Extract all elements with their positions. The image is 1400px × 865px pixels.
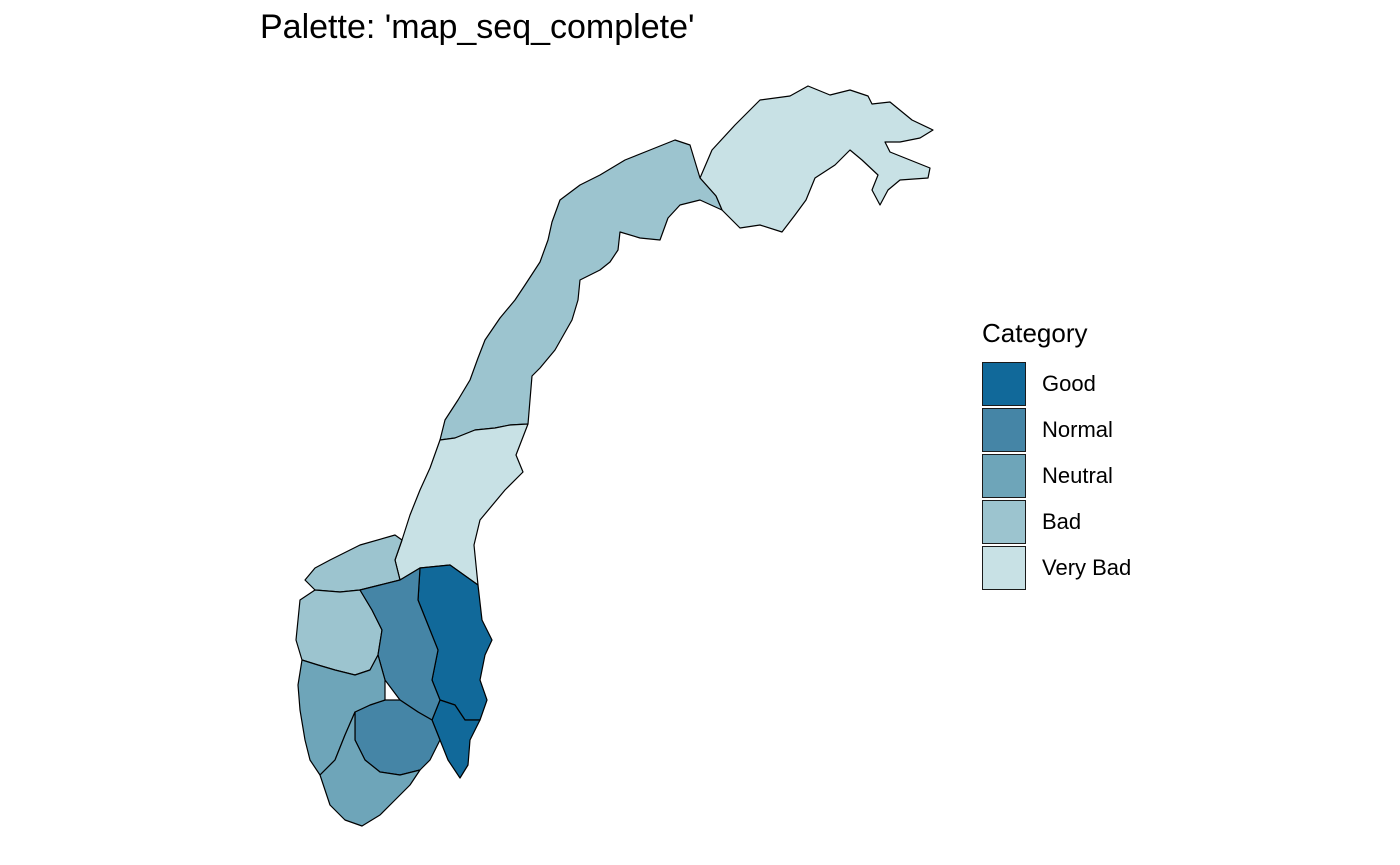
legend-key-neutral	[982, 454, 1026, 498]
legend-item-good: Good	[982, 361, 1131, 407]
legend-label-very-bad: Very Bad	[1042, 555, 1132, 580]
legend-item-neutral: Neutral	[982, 453, 1131, 499]
region-nordland	[439, 139, 723, 441]
legend-label-neutral: Neutral	[1042, 463, 1113, 488]
legend-title: Category	[982, 318, 1088, 348]
legend-key-normal	[982, 408, 1026, 452]
region-agder	[319, 711, 421, 827]
legend-key-very-bad	[982, 546, 1026, 590]
region-troms-og-finnmark	[699, 85, 934, 233]
legend-item-very-bad: Very Bad	[982, 545, 1131, 591]
legend-key-good	[982, 362, 1026, 406]
legend-label-bad: Bad	[1042, 509, 1082, 534]
region-rogaland	[297, 654, 386, 776]
legend-key-bad	[982, 500, 1026, 544]
region-trondelag	[394, 423, 529, 586]
legend-label-normal: Normal	[1042, 417, 1113, 442]
legend-item-bad: Bad	[982, 499, 1131, 545]
legend-item-normal: Normal	[982, 407, 1131, 453]
map-title: Palette: 'map_seq_complete'	[260, 8, 695, 46]
legend: Category Good Normal Neutral Bad Very Ba…	[982, 318, 1131, 591]
legend-label-good: Good	[1042, 371, 1096, 396]
